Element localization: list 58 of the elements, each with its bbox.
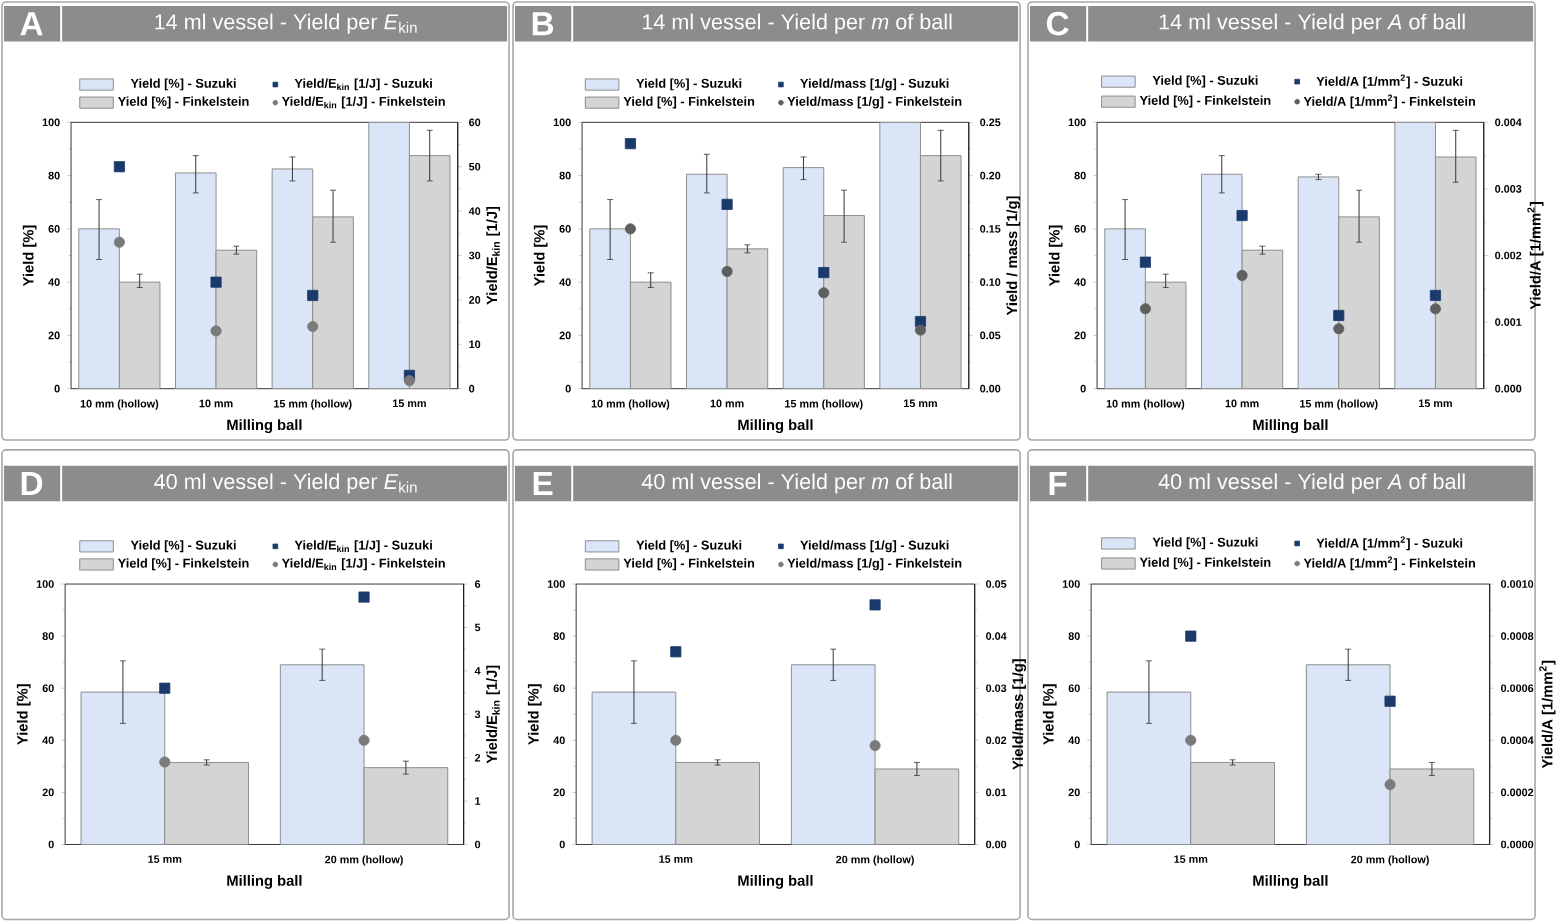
bar — [1305, 664, 1391, 845]
point — [1236, 270, 1248, 282]
chart-title: 40 ml vessel - Yield per m of ball — [641, 473, 952, 494]
bar — [790, 664, 876, 845]
chart-title: 14 ml vessel - Yield per A of ball — [1159, 13, 1465, 35]
point — [818, 267, 830, 279]
bar — [591, 691, 677, 845]
bar — [675, 762, 760, 845]
text: B — [532, 12, 554, 36]
point — [307, 290, 319, 302]
point — [1185, 630, 1197, 642]
chart-title: 14 ml vessel - Yield per m of ball — [642, 13, 952, 35]
point — [670, 735, 682, 747]
bar — [80, 691, 166, 845]
point — [869, 740, 881, 752]
point — [1236, 210, 1248, 222]
point — [1139, 303, 1151, 315]
point — [1429, 290, 1441, 302]
point — [1185, 735, 1197, 747]
point — [210, 276, 222, 288]
point — [358, 735, 370, 747]
point — [1384, 779, 1396, 791]
point — [818, 287, 830, 299]
point — [307, 321, 319, 333]
point — [869, 599, 881, 611]
point — [113, 161, 125, 173]
text: C — [1046, 12, 1069, 36]
point — [1333, 310, 1345, 322]
point — [1333, 323, 1345, 335]
point — [210, 325, 222, 337]
point — [1429, 303, 1441, 315]
chart-title: 40 ml vessel - Yield per A of ball — [1158, 473, 1465, 494]
point — [624, 138, 636, 150]
bar — [1389, 768, 1475, 845]
point — [670, 646, 682, 658]
text: D — [21, 472, 43, 496]
point — [358, 591, 370, 603]
point — [914, 324, 926, 336]
bar — [279, 664, 365, 845]
point — [624, 223, 636, 235]
point — [721, 199, 733, 211]
bar — [363, 767, 449, 845]
point — [159, 682, 171, 695]
text: F — [1049, 472, 1067, 496]
point — [113, 236, 125, 249]
bar — [1190, 762, 1275, 845]
chart-title: 40 ml vessel - Yield per E$_{kin}$ — [154, 473, 417, 494]
bar — [1106, 691, 1192, 845]
point — [1139, 256, 1151, 268]
point — [159, 756, 171, 768]
text: E — [533, 472, 553, 496]
point — [1384, 695, 1396, 708]
point — [721, 266, 733, 278]
bar — [874, 768, 960, 845]
point — [403, 375, 415, 387]
bar — [164, 762, 249, 845]
text: A — [20, 12, 43, 36]
chart-title: 14 ml vessel - Yield per E$_{kin}$ — [155, 13, 417, 35]
